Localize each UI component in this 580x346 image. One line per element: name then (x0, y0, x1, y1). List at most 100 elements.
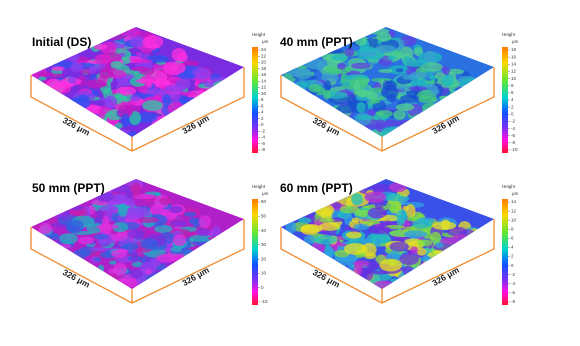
colorbar-tick-label: -2 (261, 128, 265, 133)
surface-feature (350, 62, 371, 70)
surface-feature (94, 257, 101, 262)
surface-feature (360, 50, 378, 57)
surface-feature (452, 234, 468, 239)
surface-feature (402, 205, 409, 212)
surface-feature (129, 95, 141, 102)
surface-feature (340, 71, 348, 84)
surface-feature (351, 193, 363, 206)
colorbar-tick-label: 14 (511, 199, 517, 204)
colorbar-title: Height (252, 32, 266, 37)
colorbar-tick-label: 10 (261, 91, 267, 96)
surface-feature (38, 71, 54, 77)
surface-feature (404, 230, 428, 239)
colorbar-tick-label: -6 (261, 141, 265, 146)
surface-feature (413, 47, 424, 57)
surface-feature (441, 74, 454, 87)
colorbar (252, 199, 258, 305)
colorbar (502, 199, 508, 305)
surface-feature (137, 216, 159, 224)
colorbar-tick-label: -4 (261, 135, 265, 140)
surface-feature (389, 241, 409, 252)
surface-feature (304, 234, 316, 245)
surface-feature (172, 234, 187, 247)
surface-feature (416, 247, 427, 256)
colorbar-tick-label: 2 (261, 116, 264, 121)
surface-feature (323, 89, 332, 100)
surface-feature (337, 62, 346, 70)
surface-feature (177, 72, 195, 80)
surface-feature (314, 234, 338, 245)
surface-feature (367, 207, 388, 219)
surface-feature (142, 35, 164, 49)
colorbar-title: Height (502, 184, 516, 189)
surface-feature (146, 82, 153, 88)
colorbar-tick-label: 6 (511, 90, 514, 95)
surface-feature (99, 205, 119, 213)
surface-feature (331, 54, 348, 61)
colorbar-tick-label: 30 (261, 242, 267, 247)
surface-feature (366, 232, 391, 245)
colorbar-tick-label: -10 (261, 299, 268, 304)
surface-feature (191, 67, 212, 80)
colorbar-title: Height (252, 184, 266, 189)
surface-feature (176, 52, 188, 62)
surface-feature (318, 217, 335, 223)
colorbar-tick-label: 12 (511, 208, 517, 213)
surface-feature (372, 280, 395, 289)
colorbar-tick-label: 4 (511, 97, 514, 102)
surface-feature (169, 205, 183, 214)
surface-feature (127, 130, 138, 137)
surface-feature (298, 217, 312, 224)
surface-feature (440, 219, 451, 230)
surface-feature (319, 222, 341, 231)
surface-feature (93, 43, 108, 50)
colorbar-unit: μm (262, 191, 269, 196)
surface-feature (410, 246, 418, 254)
surface-feature (183, 211, 197, 217)
colorbar-tick-label: 0 (261, 122, 264, 127)
colorbar-tick-label: 10 (261, 271, 267, 276)
surface-feature (387, 55, 396, 61)
surface-feature (344, 48, 355, 57)
surface-feature (154, 224, 173, 234)
surface-feature (142, 100, 163, 112)
surface-feature (353, 260, 370, 268)
surface-feature (376, 32, 392, 42)
surface-feature (353, 80, 361, 94)
surface-feature (389, 203, 399, 214)
surface-feature (393, 109, 406, 120)
colorbar-tick-label: 14 (511, 61, 517, 66)
surface-feature (114, 122, 123, 129)
surface-feature (440, 237, 461, 245)
surface-feature (98, 110, 106, 119)
panel-title: 50 mm (PPT) (32, 181, 105, 195)
colorbar-tick-label: -8 (511, 140, 515, 145)
colorbar-tick-label: -2 (511, 272, 515, 277)
colorbar-tick-label: 0 (261, 285, 264, 290)
surface-feature (424, 50, 436, 64)
surface-feature (408, 86, 428, 91)
colorbar-tick-label: 8 (511, 226, 514, 231)
surface-feature (113, 262, 128, 276)
surface-feature (380, 85, 399, 99)
surface-feature (188, 217, 199, 225)
colorbar-tick-label: 18 (511, 47, 517, 52)
surface-feature (343, 243, 367, 255)
surface-feature (50, 73, 64, 78)
colorbar-tick-label: 8 (261, 97, 264, 102)
surface-feature (130, 59, 153, 64)
colorbar-tick-label: 2 (511, 104, 514, 109)
colorbar-tick-label: 20 (261, 60, 267, 65)
surface-feature (378, 68, 393, 74)
surface-feature (85, 79, 107, 89)
surface-feature (368, 225, 391, 235)
colorbar-tick-label: 40 (261, 228, 267, 233)
colorbar-tick-label: -6 (511, 290, 515, 295)
surface-feature (96, 224, 119, 230)
surface-feature (159, 197, 174, 205)
surface-feature (110, 60, 123, 69)
surface-feature (396, 209, 408, 223)
colorbar-tick-label: 6 (511, 236, 514, 241)
